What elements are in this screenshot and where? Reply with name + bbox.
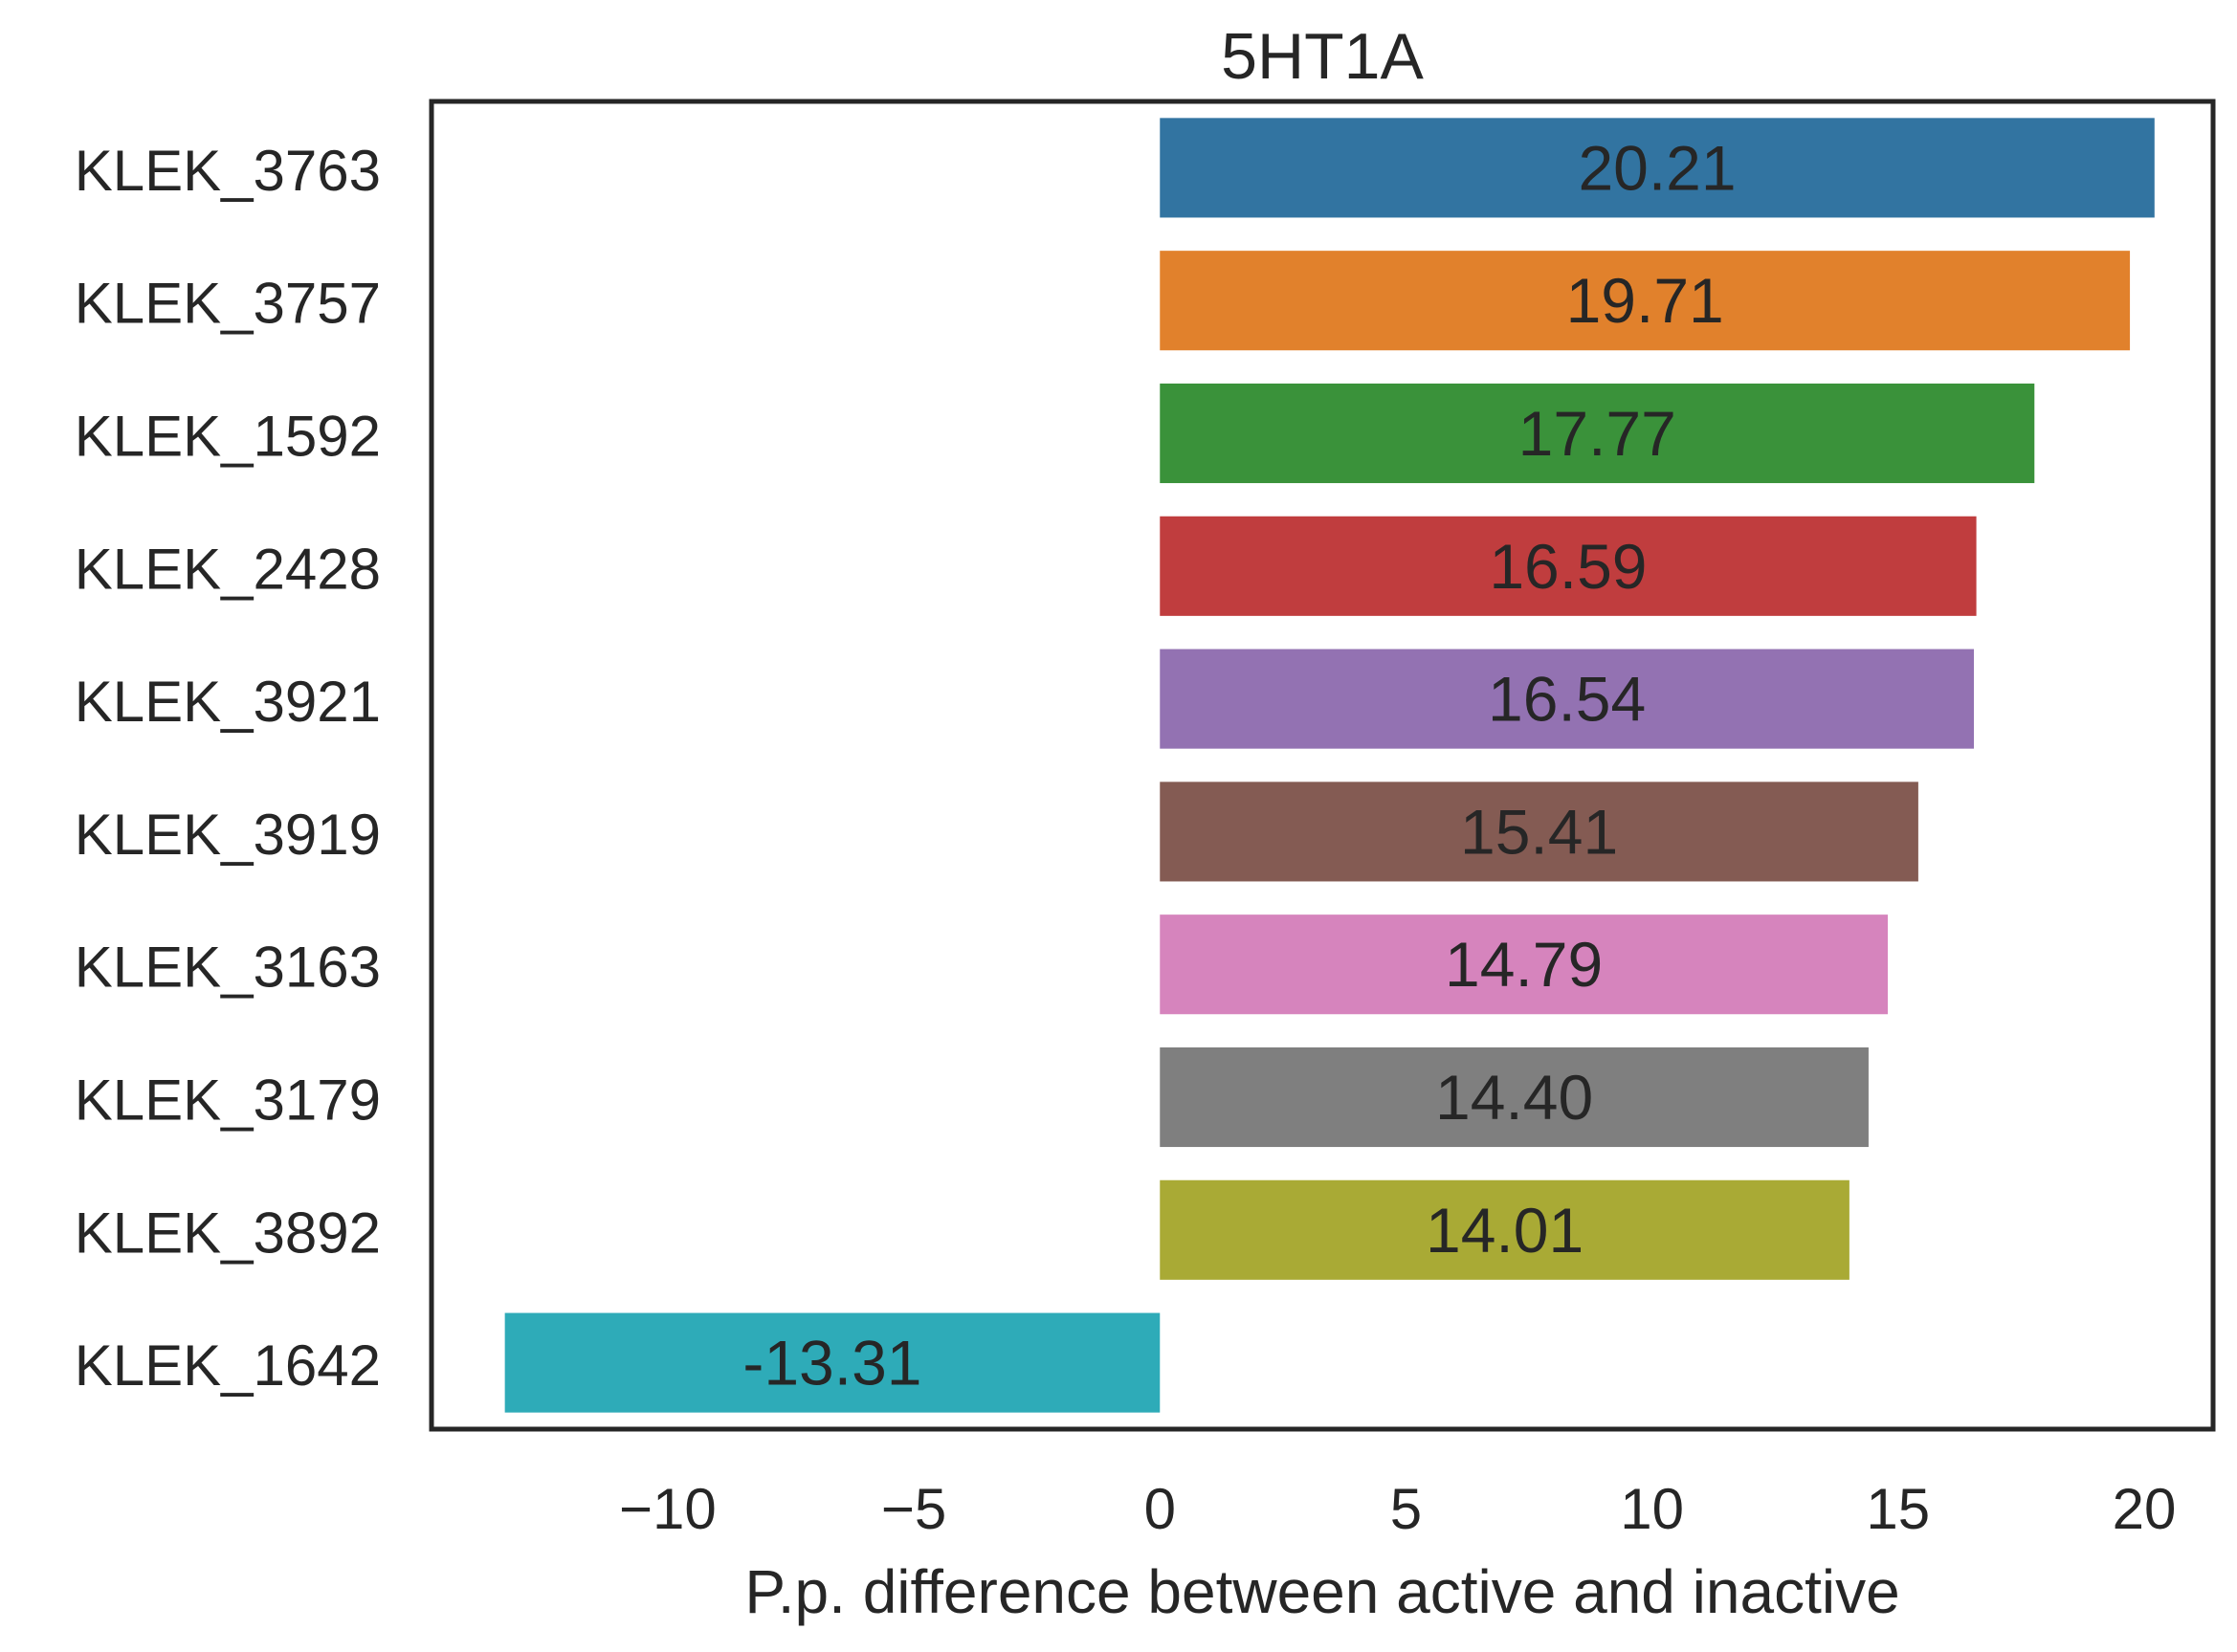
bar-klek-3919 [1160, 782, 1918, 882]
chart-title: 5HT1A [1221, 20, 1424, 93]
y-tick-label: KLEK_1642 [75, 1333, 381, 1398]
y-tick-label: KLEK_3921 [75, 670, 381, 734]
y-tick-label: KLEK_3763 [75, 139, 381, 203]
bar-klek-3163 [1160, 914, 1889, 1015]
bar-klek-3757 [1160, 251, 2131, 351]
x-tick-label: 10 [1620, 1477, 1684, 1541]
bar-klek-3921 [1160, 649, 1975, 749]
bar-value-label: 19.71 [1566, 265, 1724, 336]
bar-klek-3179 [1160, 1046, 1869, 1148]
y-tick-label: KLEK_3919 [75, 803, 381, 867]
y-tick-label: KLEK_3892 [75, 1200, 381, 1265]
bar-value-label: 14.01 [1426, 1195, 1584, 1266]
bar-value-label: 16.54 [1488, 664, 1646, 735]
bar-klek-2428 [1160, 516, 1977, 616]
bar-value-label: 16.59 [1489, 531, 1647, 602]
y-tick-label: KLEK_3757 [75, 272, 381, 336]
y-tick-label: KLEK_3163 [75, 936, 381, 1000]
bar-value-label: 20.21 [1578, 132, 1736, 203]
bar-value-label: 15.41 [1460, 796, 1618, 867]
y-tick-label: KLEK_3179 [75, 1068, 381, 1133]
x-tick-label: 20 [2113, 1477, 2177, 1541]
bar-klek-1642 [504, 1312, 1161, 1413]
x-tick-label: 5 [1390, 1477, 1422, 1541]
bar-value-label: -13.31 [742, 1328, 921, 1399]
bar-value-label: 14.79 [1445, 929, 1603, 1000]
bars-group [504, 118, 2155, 1413]
x-tick-label: 0 [1144, 1477, 1176, 1541]
bar-value-label: 17.77 [1518, 398, 1676, 469]
y-tick-label: KLEK_1592 [75, 405, 381, 469]
plot-frame [429, 99, 2216, 1432]
y-tick-label: KLEK_2428 [75, 537, 381, 601]
x-tick-label: −5 [881, 1477, 946, 1541]
x-axis-tick-labels: −10 −5 0 5 10 15 20 [619, 1477, 2176, 1541]
bar-value-label: 14.40 [1435, 1062, 1593, 1133]
y-axis-tick-labels: KLEK_3763 KLEK_3757 KLEK_1592 KLEK_2428 KLEK… [75, 139, 381, 1398]
bar-labels-group: 20.21 19.71 17.77 16.59 16.54 15.41 14.79 14.40… [742, 132, 1736, 1398]
x-tick-label: −10 [619, 1477, 717, 1541]
x-tick-label: 15 [1866, 1477, 1930, 1541]
bar-klek-1592 [1160, 383, 2035, 484]
bar-klek-3892 [1160, 1179, 1849, 1280]
bar-klek-3763 [1160, 118, 2155, 218]
x-axis-label: P.p. difference between active and inact… [744, 1557, 1899, 1626]
